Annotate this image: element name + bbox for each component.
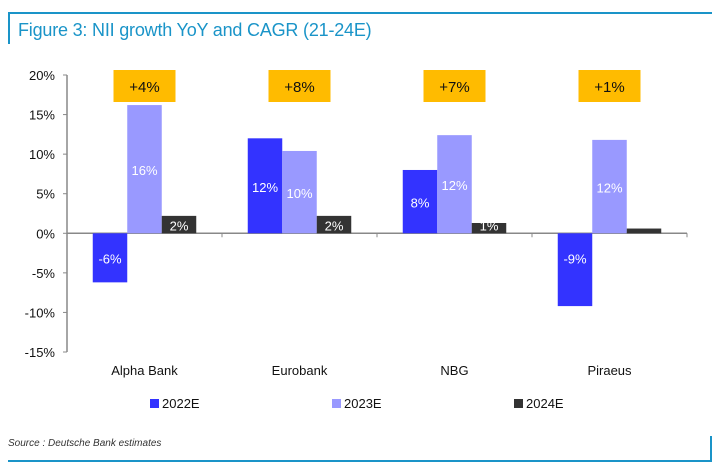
cagr-annotation-label: +4% (129, 79, 159, 96)
frame-bottom-border (8, 460, 712, 462)
data-label: 1% (480, 218, 499, 233)
data-label: 8% (411, 196, 430, 211)
y-tick-label: 15% (29, 108, 55, 123)
frame-top-border (8, 12, 712, 14)
source-note: Source : Deutsche Bank estimates (8, 438, 162, 449)
bar-2022e (557, 233, 593, 307)
data-label: 12% (596, 181, 622, 196)
y-tick-label: -5% (32, 266, 56, 281)
y-tick-label: -15% (25, 345, 56, 360)
cagr-annotation-box (423, 70, 486, 102)
bar-2022e (92, 233, 128, 283)
data-label: -9% (563, 251, 587, 266)
data-label: 2% (170, 218, 189, 233)
legend-swatch-2023e (332, 399, 341, 408)
category-label: Piraeus (587, 363, 632, 378)
bar-2022e (247, 138, 283, 234)
data-label: -6% (98, 251, 122, 266)
legend-label-2022e: 2022E (162, 396, 200, 411)
frame-left-border (8, 12, 10, 44)
category-label: NBG (440, 363, 468, 378)
cagr-annotation-label: +1% (594, 79, 624, 96)
y-tick-label: 20% (29, 68, 55, 83)
y-tick-label: -10% (25, 305, 56, 320)
bar-2022e (402, 169, 438, 234)
bar-2023e (282, 150, 317, 234)
y-tick-label: 0% (36, 226, 55, 241)
cagr-annotation-box (268, 70, 331, 102)
cagr-annotation-label: +8% (284, 79, 314, 96)
legend-item-2022e: 2022E (150, 396, 200, 411)
legend-label-2023e: 2023E (344, 396, 382, 411)
cagr-annotation-label: +7% (439, 79, 469, 96)
data-label: 12% (252, 180, 278, 195)
legend-item-2024e: 2024E (514, 396, 564, 411)
chart-title: Figure 3: NII growth YoY and CAGR (21-24… (18, 20, 372, 40)
bar-2023e (127, 105, 162, 234)
legend-item-2023e: 2023E (332, 396, 382, 411)
legend-label-2024e: 2024E (526, 396, 564, 411)
bar-2023e (592, 139, 627, 234)
bar-2024e (471, 222, 507, 234)
y-tick-label: 10% (29, 147, 55, 162)
bar-2024e (316, 215, 352, 234)
cagr-annotation-box (578, 70, 641, 102)
frame-right-border (710, 436, 712, 462)
bar-2024e (626, 228, 662, 234)
cagr-annotation-box (113, 70, 176, 102)
data-label: 16% (131, 163, 157, 178)
legend-swatch-2024e (514, 399, 523, 408)
category-label: Eurobank (272, 363, 328, 378)
bar-2023e (437, 135, 472, 234)
category-label: Alpha Bank (111, 363, 178, 378)
legend-swatch-2022e (150, 399, 159, 408)
data-label: 12% (441, 178, 467, 193)
data-label: 2% (325, 218, 344, 233)
y-tick-label: 5% (36, 187, 55, 202)
data-label: 10% (286, 186, 312, 201)
bar-2024e (161, 215, 197, 234)
